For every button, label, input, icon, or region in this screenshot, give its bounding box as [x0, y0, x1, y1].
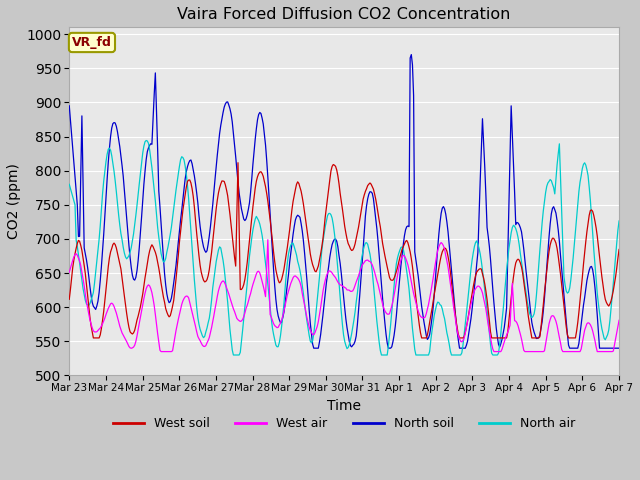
Title: Vaira Forced Diffusion CO2 Concentration: Vaira Forced Diffusion CO2 Concentration [177, 7, 511, 22]
Y-axis label: CO2 (ppm): CO2 (ppm) [7, 164, 21, 240]
Legend: West soil, West air, North soil, North air: West soil, West air, North soil, North a… [108, 412, 580, 435]
X-axis label: Time: Time [327, 399, 361, 413]
Text: VR_fd: VR_fd [72, 36, 112, 49]
